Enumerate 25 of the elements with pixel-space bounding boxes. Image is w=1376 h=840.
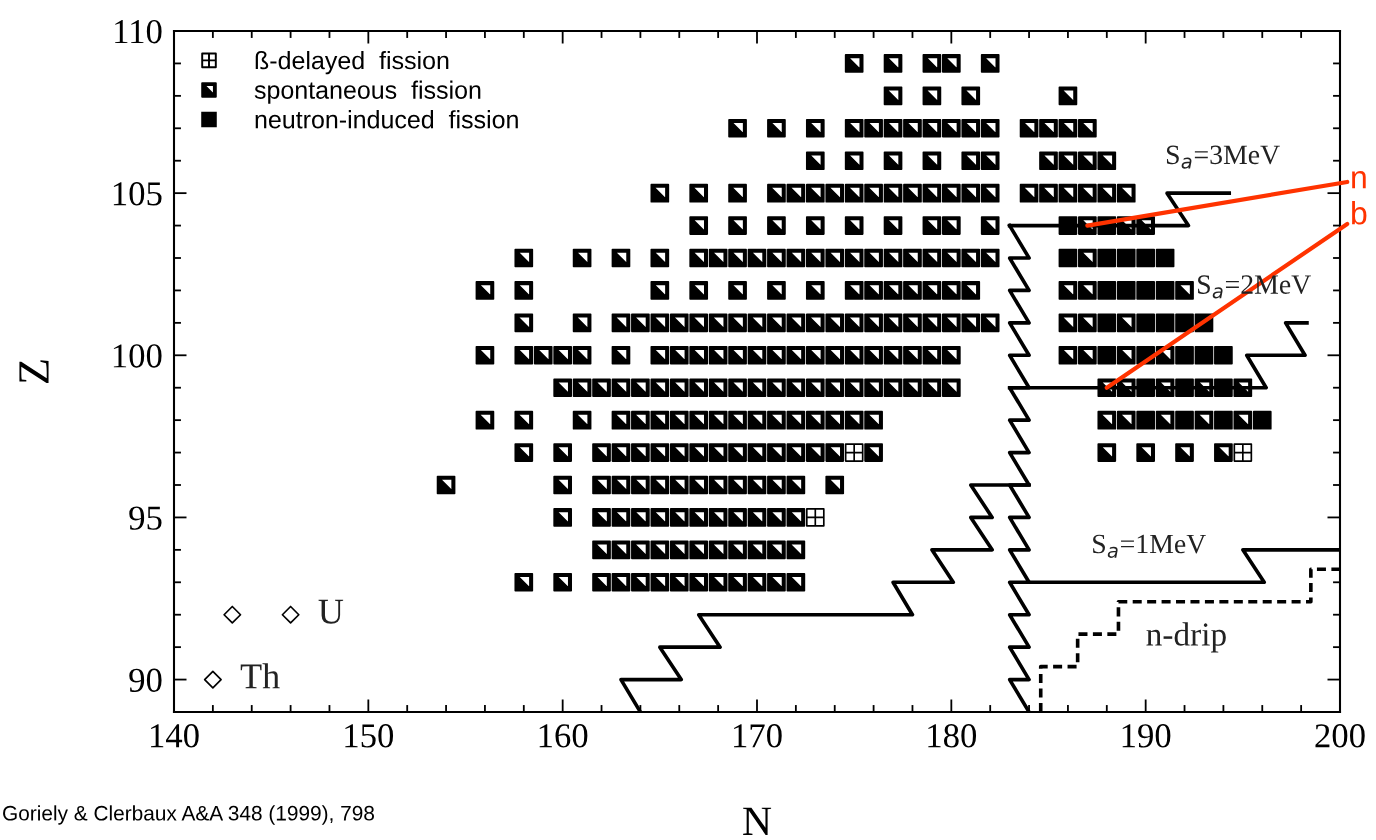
legend-label: ß-delayed fission <box>255 51 449 75</box>
y-tick-label: 95 <box>129 506 162 530</box>
y-tick-label: 100 <box>113 344 162 368</box>
annotation: n <box>1352 171 1366 189</box>
annotation: b <box>1352 201 1367 225</box>
y-tick-label: 110 <box>115 19 162 44</box>
legend-label: spontaneous fission <box>254 80 481 104</box>
y-tick-label: 90 <box>129 668 162 692</box>
annotation: S$_{a}$=1MeV <box>1093 534 1206 558</box>
x-tick-label: 170 <box>734 724 782 748</box>
x-tick-label: 180 <box>928 724 977 748</box>
y-axis-title: Z <box>19 360 49 383</box>
x-tick-label: 190 <box>1122 724 1171 748</box>
x-tick-label: 150 <box>345 724 394 748</box>
text: Goriely & Clerbaux A&A 348 (1999), 798 <box>3 805 375 825</box>
y-tick-label: 105 <box>113 182 162 206</box>
x-tick-label: 140 <box>151 724 199 748</box>
x-tick-label: 200 <box>1315 724 1365 748</box>
annotation: S$_{a}$=3MeV <box>1166 145 1280 169</box>
annotation: U <box>318 599 344 624</box>
x-axis-title: N <box>743 807 772 835</box>
x-tick-label: 160 <box>539 724 588 748</box>
annotation: Th <box>240 663 280 689</box>
legend-label: neutron-induced fission <box>255 110 518 129</box>
annotation: n-drip <box>1146 622 1226 653</box>
